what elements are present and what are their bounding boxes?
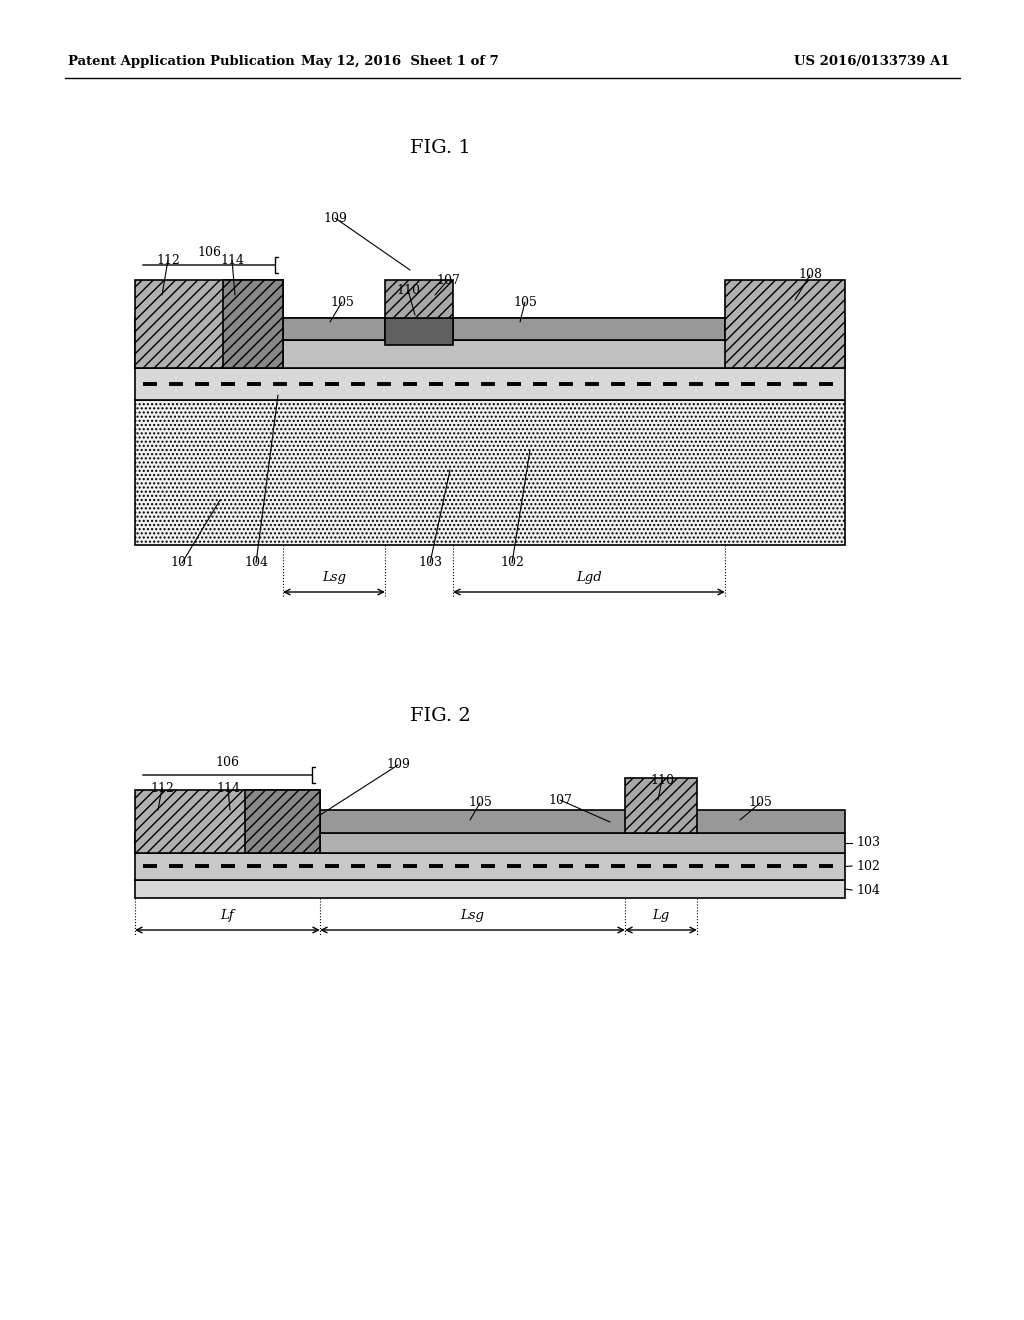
Bar [283,318,385,341]
Text: 104: 104 [856,883,880,896]
Text: 109: 109 [386,759,410,771]
Text: 105: 105 [513,296,537,309]
Text: FIG. 2: FIG. 2 [410,708,470,725]
Text: May 12, 2016  Sheet 1 of 7: May 12, 2016 Sheet 1 of 7 [301,55,499,69]
Bar [135,853,845,880]
Bar [135,341,845,368]
Text: 107: 107 [436,273,460,286]
Bar [135,280,283,368]
Text: 102: 102 [500,557,524,569]
Bar [385,318,453,345]
Text: Lf: Lf [221,909,234,923]
Bar [319,810,845,833]
Bar [453,318,725,341]
Text: 110: 110 [650,774,674,787]
Text: FIG. 1: FIG. 1 [410,139,470,157]
Text: 102: 102 [856,859,880,873]
Text: 107: 107 [548,793,572,807]
Bar [135,318,845,341]
Bar [135,368,845,400]
Text: 105: 105 [468,796,492,809]
Text: 104: 104 [244,557,268,569]
Bar [625,777,697,833]
Text: 110: 110 [396,284,420,297]
Bar [245,789,319,853]
Text: 112: 112 [151,781,174,795]
Text: 112: 112 [156,253,180,267]
Bar [135,880,845,898]
Bar [223,280,283,368]
Bar [135,789,319,853]
Bar [725,280,845,368]
Text: Patent Application Publication: Patent Application Publication [68,55,295,69]
Text: 103: 103 [418,557,442,569]
Text: 108: 108 [798,268,822,281]
Bar [385,280,453,318]
Bar [135,400,845,545]
Text: Lsg: Lsg [322,572,346,585]
Text: Lgd: Lgd [577,572,602,585]
Text: 114: 114 [216,781,240,795]
Text: Lg: Lg [652,909,670,923]
Text: 106: 106 [197,247,221,260]
Text: 114: 114 [220,253,244,267]
Text: US 2016/0133739 A1: US 2016/0133739 A1 [795,55,950,69]
Bar [135,833,845,853]
Text: Lsg: Lsg [461,909,484,923]
Text: 105: 105 [749,796,772,809]
Text: 103: 103 [856,837,880,850]
Text: 106: 106 [215,755,240,768]
Text: 101: 101 [170,557,194,569]
Text: 105: 105 [330,296,354,309]
Text: 109: 109 [323,211,347,224]
